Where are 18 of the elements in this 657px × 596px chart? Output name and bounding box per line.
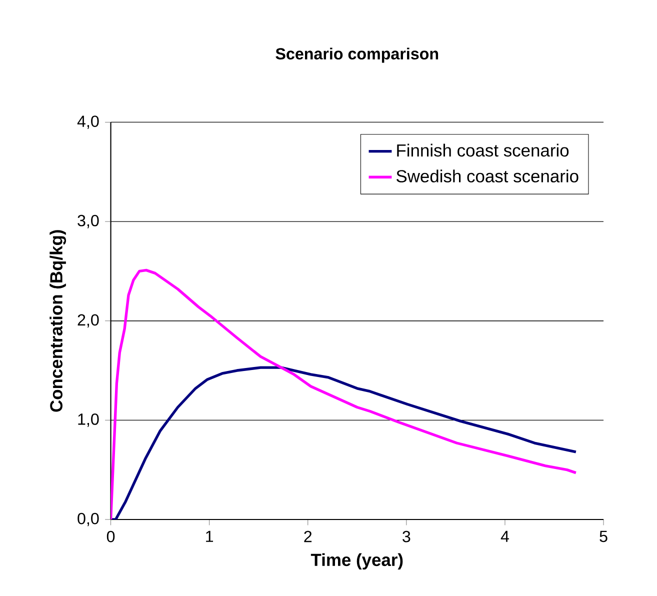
- line-series: [110, 268, 578, 520]
- x-tick-label: 4: [500, 530, 509, 542]
- legend-label: Finnish coast scenario: [397, 144, 569, 157]
- y-tick-label: 2,0: [78, 314, 99, 328]
- y-tick-label: 0,0: [78, 512, 99, 526]
- y-tick-label: 4,0: [77, 116, 99, 129]
- x-tick-label: 5: [600, 530, 608, 542]
- y-tick-label: 1,0: [78, 414, 99, 427]
- x-tick-label: 2: [304, 530, 312, 542]
- legend-label: Swedish coast scenario: [396, 170, 578, 182]
- chart-title: Scenario comparison: [276, 48, 438, 63]
- x-tick-label: 0: [106, 530, 115, 542]
- y-axis-title: Concentration (Bq/kg): [50, 230, 66, 412]
- x-tick-label: 1: [206, 530, 214, 542]
- x-tick-label: 3: [402, 530, 410, 542]
- y-tick-label: 3,0: [78, 214, 99, 228]
- x-axis-title: Time (year): [310, 553, 403, 570]
- line-series: [110, 366, 578, 520]
